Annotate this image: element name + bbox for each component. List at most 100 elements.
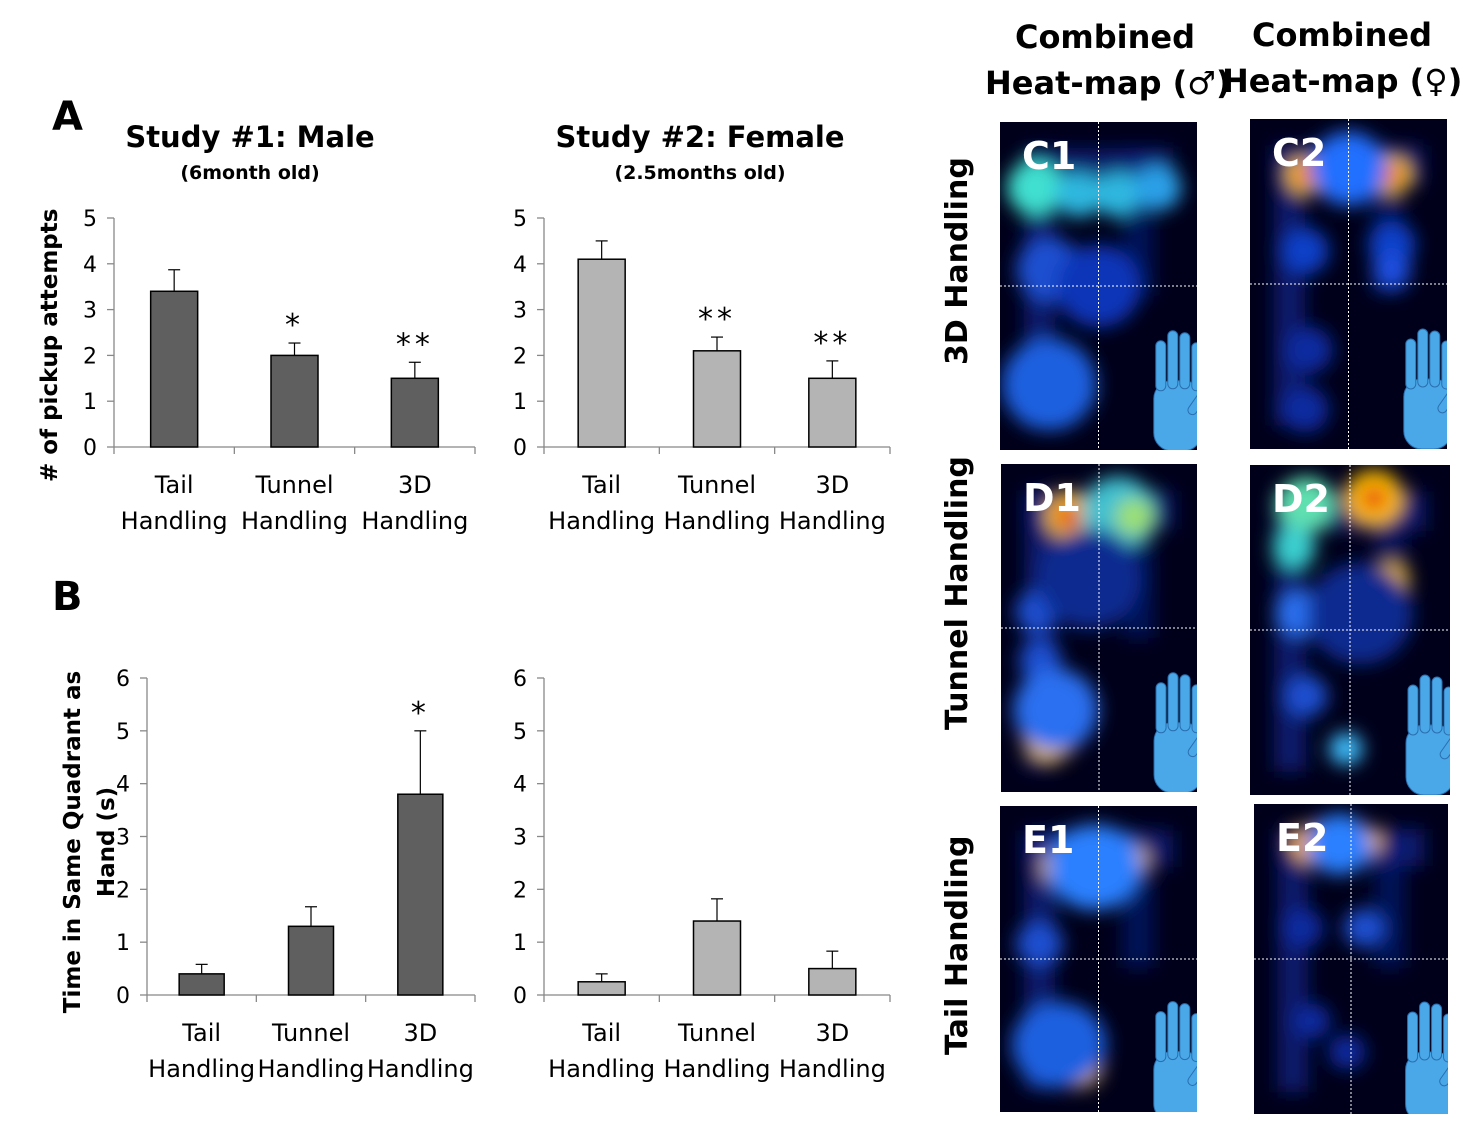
x-category-label: Tail [581,1019,621,1047]
bar [390,377,440,448]
heatmap-blob [1362,486,1386,510]
y-tick-label: 4 [513,773,527,798]
bar [149,290,199,448]
y-tick-label: 6 [116,667,130,692]
glove-finger [1155,340,1167,392]
significance-marker: ** [396,327,434,362]
heatmap-blob [1007,160,1064,216]
significance-marker: * [285,308,304,343]
y-tick-label: 5 [116,720,130,745]
y-tick-label: 1 [116,931,130,956]
heatmap-blob [1295,165,1315,185]
glove-finger [1191,1013,1197,1063]
heatmap-row-tail: Tail Handling [940,835,975,1055]
glove-finger [1405,338,1417,390]
heatmap-col-male-line1: Combined [1014,18,1196,56]
y-tick-label: 3 [83,299,97,324]
heatmap-col-header-male: Combined Heat-map (♂) [985,14,1231,106]
bar [692,350,742,448]
x-category-label: Tunnel [677,471,756,499]
heatmap-blob [1047,824,1142,911]
panel-label-b: B [52,574,83,620]
y-tick-label: 4 [513,253,527,278]
heatmap-blob [1037,528,1141,630]
y-tick-label: 0 [513,436,527,461]
glove-finger [1191,684,1197,734]
x-category-label: Tail [581,471,621,499]
chart-a2: 0 1 2 3 4 5 Tail Handling ** Tunnel Handling ** 3D Ha… [513,207,891,535]
glove-palm [1405,724,1450,795]
glove-finger [1179,332,1191,390]
x-category-label: 3D [815,1019,849,1047]
heatmap-d1: D1 [1001,464,1197,792]
y-tick-label: 5 [513,720,527,745]
heatmap-blob [1306,813,1372,875]
heatmap-blob [1281,227,1329,275]
glove-finger [1431,1003,1443,1061]
heatmap-blob [1013,668,1099,752]
heatmap-label: C2 [1272,131,1327,175]
chart-a1: 0 1 2 3 4 5 Tail Handling * Tunnel Handling ** 3D Han… [83,207,476,535]
heatmap-image [1254,804,1448,1114]
significance-marker: ** [698,302,736,337]
heatmap-label: E1 [1022,818,1075,862]
chart-a1-title: Study #1: Male [125,120,375,154]
heatmap-blob [1281,908,1324,948]
y-tick-label: 4 [83,253,97,278]
heatmap-col-female-line2: Heat-map (♀) [1222,62,1463,100]
heatmap-blob [1115,498,1154,535]
glove-finger [1407,1011,1419,1063]
x-category-label: Tail [181,1019,221,1047]
glove-palm [1403,378,1447,449]
heatmap-image [1000,806,1197,1112]
glove-icon [1403,328,1447,449]
x-category-label: Handling [779,507,886,535]
x-category-label: Tail [154,471,194,499]
x-category-label: Handling [664,1055,771,1083]
x-category-label: Handling [148,1055,255,1083]
glove-finger [1167,330,1179,390]
y-tick-label: 4 [116,773,130,798]
bar [692,920,742,996]
bar [577,981,626,996]
glove-thumb [1439,1054,1448,1087]
heatmap-blob [1094,171,1142,218]
heatmap-blob [1372,252,1411,290]
glove-thumb [1439,727,1450,760]
glove-finger [1443,686,1450,736]
y-tick-label: 2 [513,344,527,369]
x-category-label: Handling [548,507,655,535]
bar [270,354,319,448]
glove-icon [1405,674,1450,795]
chart-b1: 0 1 2 3 4 5 6 Tail Handling Tunnel Handling * 3D Hand… [116,667,476,1083]
heatmap-image [1001,464,1197,792]
x-category-label: 3D [398,471,432,499]
glove-thumb [1187,383,1197,416]
glove-finger [1167,672,1179,732]
bar [808,967,857,996]
glove-finger [1443,1013,1448,1063]
glove-finger [1429,330,1441,388]
x-category-label: Handling [548,1055,655,1083]
x-category-label: Tunnel [271,1019,350,1047]
y-tick-label: 3 [513,299,527,324]
x-category-label: Handling [258,1055,365,1083]
glove-icon [1153,672,1197,792]
glove-finger [1441,340,1447,390]
y-tick-label: 5 [513,207,527,232]
panel-label-a: A [52,94,83,140]
glove-thumb [1187,725,1197,758]
y-tick-label: 1 [83,390,97,415]
glove-thumb [1437,381,1447,414]
heatmap-col-male-line2: Heat-map (♂) [985,64,1231,102]
heatmap-c2: C2 [1250,119,1447,449]
heatmap-blob [1272,526,1316,569]
heatmap-d2: D2 [1250,465,1450,795]
heatmap-image [1250,119,1447,449]
heatmap-blob [1055,171,1103,218]
heatmap-blob [1055,505,1080,528]
heatmap-row-3d: 3D Handling [940,157,975,365]
y-tick-label: 1 [513,390,527,415]
chart-a1-subtitle: (6month old) [180,162,320,184]
glove-finger [1431,676,1443,734]
